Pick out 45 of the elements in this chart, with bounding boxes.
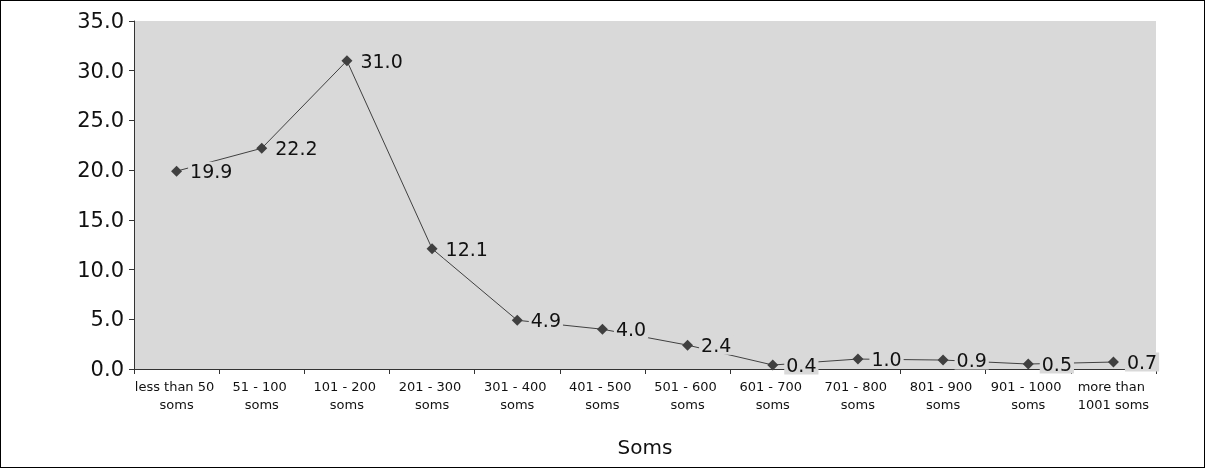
point (852, 353, 864, 365)
point (682, 339, 694, 351)
y-tick-label: 20.0 (77, 158, 124, 183)
point (426, 243, 438, 255)
y-tick-label: 5.0 (90, 307, 124, 332)
x-tick-label: 501 - 600 soms (654, 378, 721, 412)
point (171, 165, 183, 177)
y-tick-label: 30.0 (77, 58, 124, 83)
x-tick-label: 301 - 400 soms (483, 378, 551, 412)
data-label: 31.0 (360, 49, 403, 72)
x-tick-label: 201 - 300 soms (398, 378, 466, 412)
x-tick-label: 101 - 200 soms (313, 378, 381, 412)
point (341, 55, 353, 67)
point (1022, 358, 1034, 370)
data-label: 2.4 (701, 334, 732, 357)
x-tick-label: 801 - 900 soms (909, 378, 977, 412)
point (596, 323, 608, 335)
x-tick-label: less than 50 soms (134, 378, 219, 412)
data-label: 0.7 (1126, 351, 1158, 374)
point (1107, 356, 1119, 368)
data-label: 0.9 (956, 349, 987, 372)
data-label: 0.5 (1041, 353, 1072, 376)
data-label: 4.9 (530, 309, 561, 332)
x-tick-label: 51 - 100 soms (232, 378, 291, 412)
data-label: 12.1 (445, 237, 488, 260)
x-tick-label: 401 - 500 soms (569, 378, 636, 412)
point (511, 314, 523, 326)
data-label: 19.9 (190, 160, 233, 183)
data-label: 22.2 (275, 137, 318, 160)
point (256, 142, 268, 154)
x-tick-label: 901 - 1000 soms (990, 378, 1066, 412)
y-tick-label: 15.0 (77, 207, 124, 232)
y-tick-label: 25.0 (77, 108, 124, 133)
x-axis-title: Soms (617, 435, 673, 459)
x-tick-label: 701 - 800 soms (824, 378, 892, 412)
data-label: 4.0 (615, 318, 647, 341)
x-tick-label: 601 - 700 soms (739, 378, 807, 412)
y-tick-label: 0.0 (90, 357, 124, 381)
x-tick-label: more than 1001 soms (1077, 378, 1150, 412)
data-label: 0.4 (786, 354, 817, 377)
point (937, 354, 949, 366)
y-tick-label: 10.0 (77, 257, 124, 282)
point (767, 359, 779, 371)
data-label: 1.0 (871, 348, 902, 371)
y-tick-label: 35.0 (77, 9, 124, 33)
